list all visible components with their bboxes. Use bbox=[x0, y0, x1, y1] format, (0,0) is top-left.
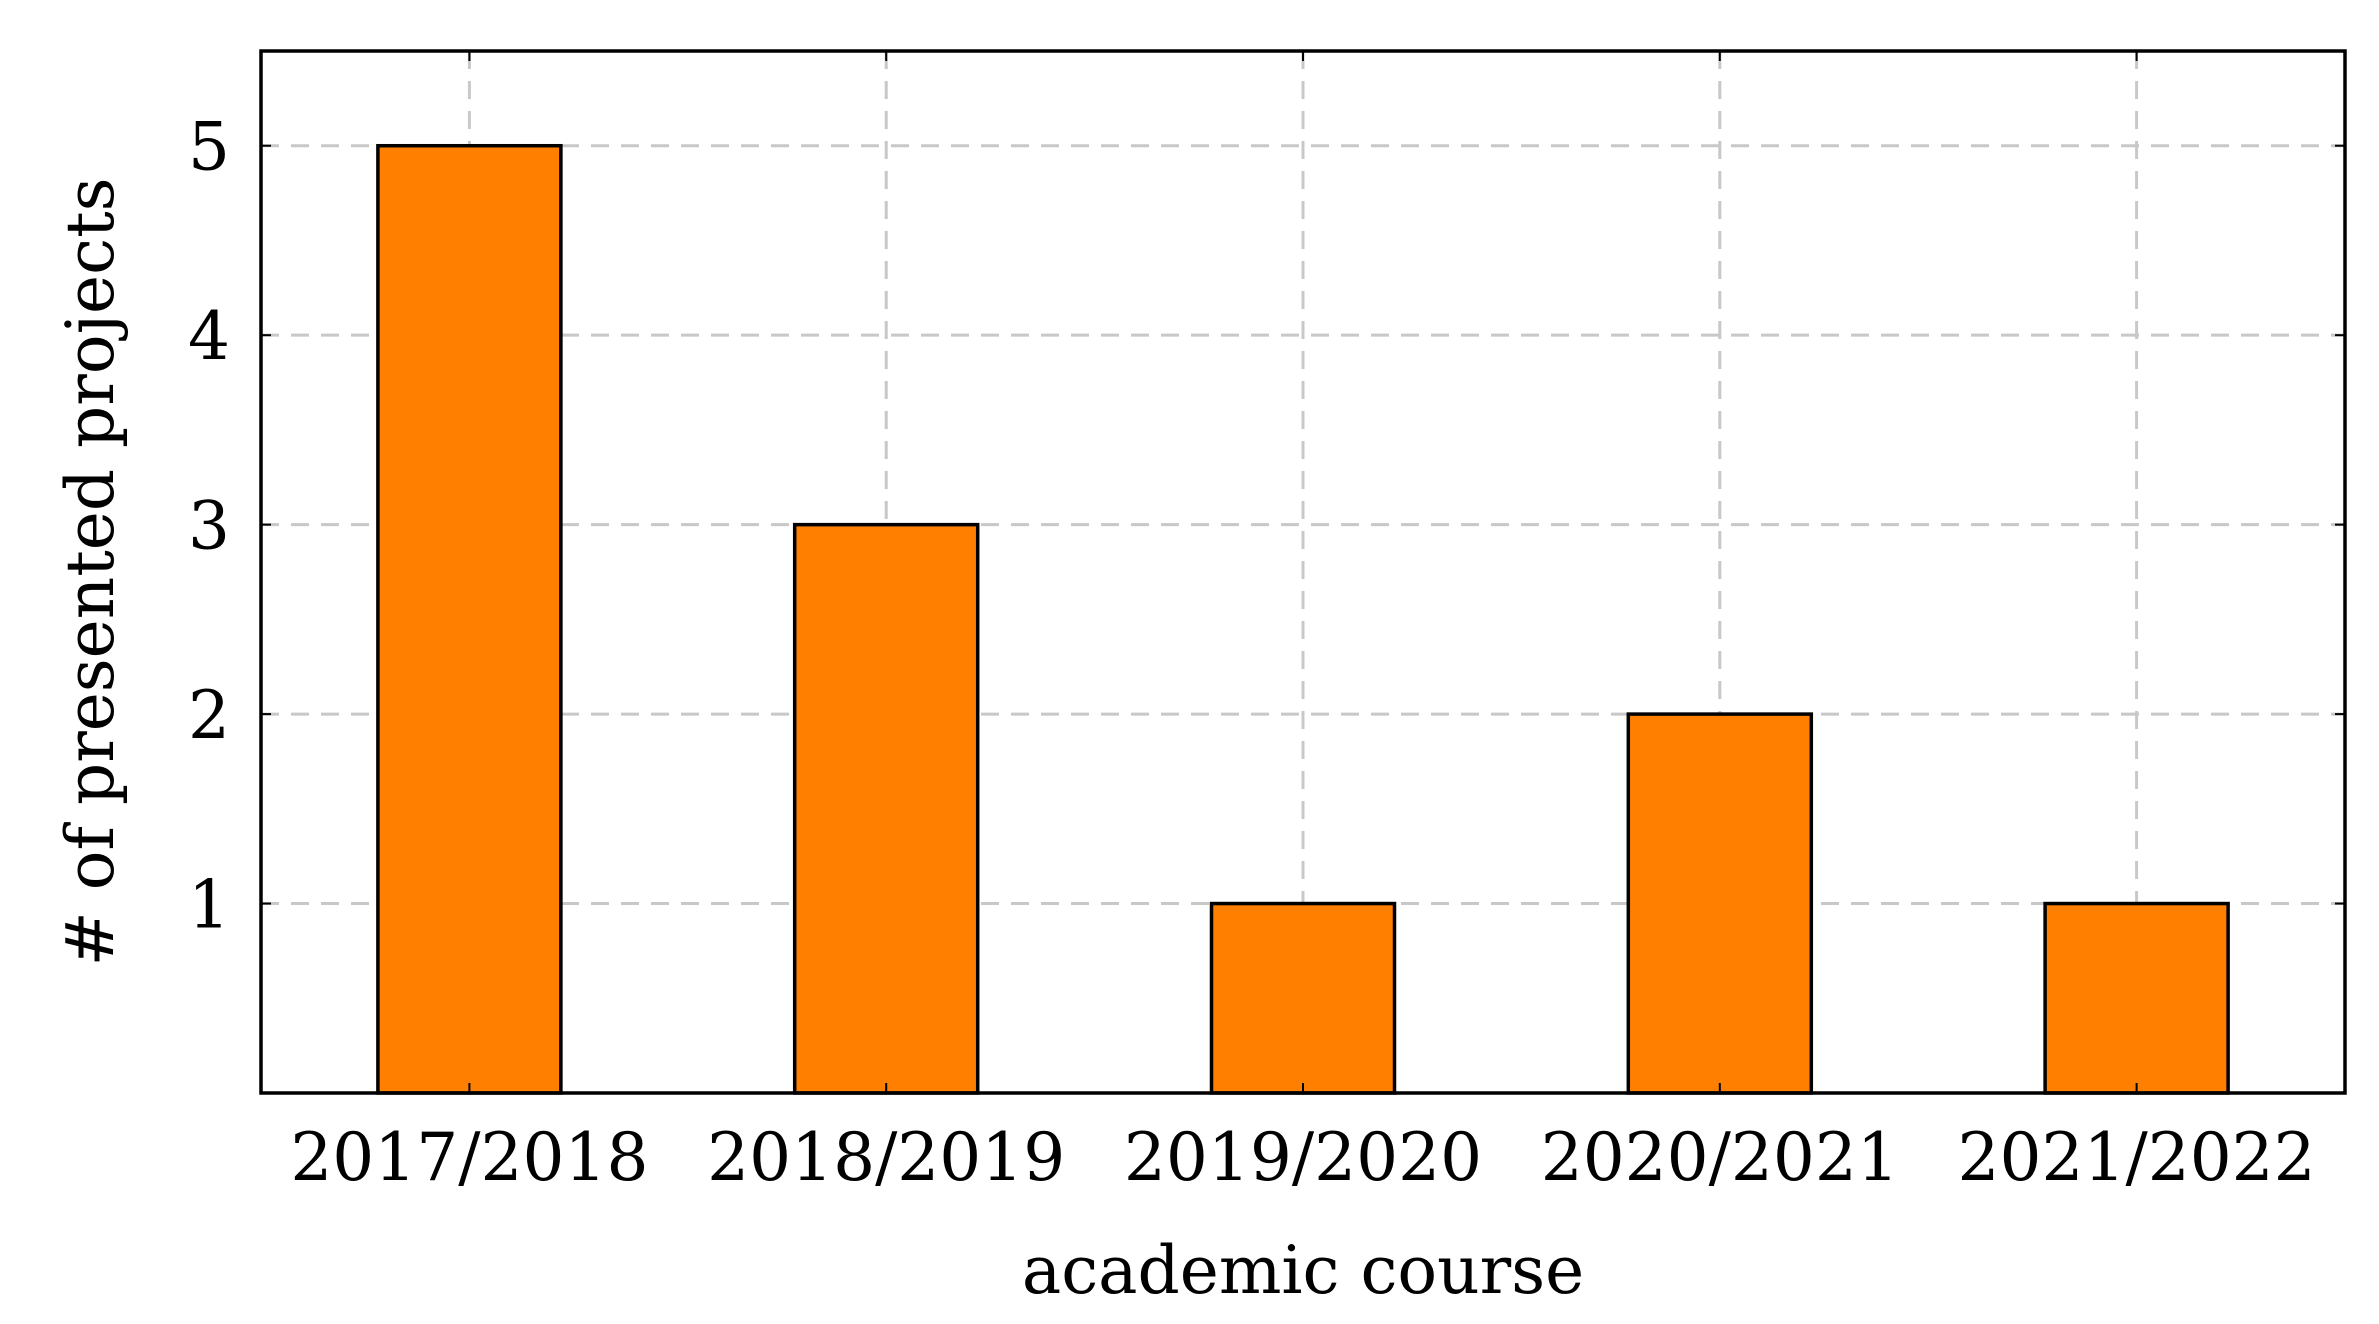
bar bbox=[376, 143, 563, 1095]
tick-labels: 2017/2018 2018/2019 2019/2020 2020/2021 2021… bbox=[188, 109, 2316, 1196]
bar bbox=[2043, 901, 2230, 1095]
y-tick-label: 5 bbox=[188, 109, 230, 186]
y-tick-label: 1 bbox=[188, 867, 230, 944]
x-axis-label: academic course bbox=[1022, 1232, 1584, 1309]
y-axis-label: # of presented projects bbox=[52, 178, 129, 967]
x-tick-label: 2020/2021 bbox=[1541, 1119, 1899, 1196]
y-tick-label: 2 bbox=[188, 677, 230, 754]
bars bbox=[376, 143, 2230, 1095]
x-tick-label: 2018/2019 bbox=[707, 1119, 1065, 1196]
x-tick-label: 2021/2022 bbox=[1958, 1119, 2316, 1196]
bar bbox=[1626, 712, 1814, 1095]
y-tick-label: 3 bbox=[188, 488, 230, 565]
bar bbox=[1209, 901, 1397, 1095]
bar bbox=[792, 522, 980, 1095]
x-tick-label: 2017/2018 bbox=[290, 1119, 648, 1196]
ticks bbox=[261, 51, 2345, 1093]
y-tick-label: 4 bbox=[188, 298, 230, 375]
x-tick-label: 2019/2020 bbox=[1124, 1119, 1482, 1196]
